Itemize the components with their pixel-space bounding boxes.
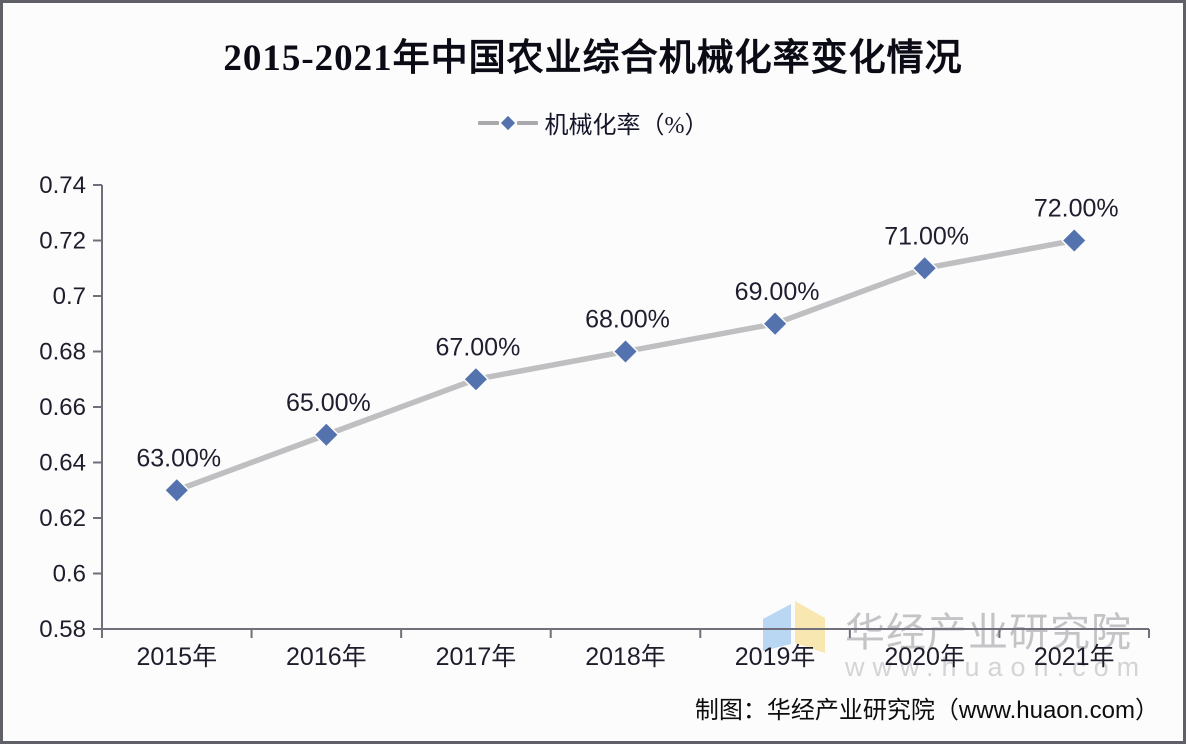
y-tick-label: 0.7 bbox=[53, 283, 86, 310]
data-point-label: 72.00% bbox=[1034, 195, 1119, 223]
chart-title: 2015-2021年中国农业综合机械化率变化情况 bbox=[223, 38, 963, 79]
data-point-label: 67.00% bbox=[436, 333, 521, 361]
data-point-marker bbox=[911, 255, 938, 282]
data-point-marker bbox=[313, 421, 340, 448]
x-axis-label: 2018年 bbox=[585, 643, 666, 671]
x-axis-label: 2015年 bbox=[136, 643, 217, 671]
data-point-label: 68.00% bbox=[585, 306, 670, 334]
data-point-label: 69.00% bbox=[735, 278, 820, 306]
watermark-url: www.huaon.com bbox=[845, 652, 1148, 682]
legend-dash-icon bbox=[516, 120, 538, 125]
data-point-marker bbox=[761, 310, 789, 337]
y-tick-label: 0.72 bbox=[39, 228, 86, 255]
y-tick-label: 0.74 bbox=[39, 172, 86, 199]
y-tick-label: 0.6 bbox=[53, 561, 86, 588]
data-point-marker bbox=[163, 477, 190, 504]
x-axis-label: 2017年 bbox=[436, 643, 517, 671]
line-chart-plot: 0.58 0.6 0.62 0.64 0.66 0.68 0.7 0.72 0.74 2015年 2… bbox=[39, 172, 1150, 671]
x-axis-label: 2016年 bbox=[286, 643, 367, 671]
legend-dash-icon bbox=[477, 120, 499, 125]
x-axis-label: 2021年 bbox=[1034, 643, 1115, 671]
data-point-marker bbox=[1061, 227, 1088, 254]
x-axis-label: 2020年 bbox=[884, 643, 965, 671]
y-tick-label: 0.66 bbox=[39, 394, 86, 421]
x-axis-label: 2019年 bbox=[735, 643, 816, 671]
y-tick-label: 0.68 bbox=[39, 339, 86, 366]
legend: 机械化率（%） bbox=[3, 105, 1183, 140]
legend-line-marker-icon bbox=[477, 115, 538, 130]
data-point-marker bbox=[612, 338, 639, 365]
series-line bbox=[175, 237, 1075, 493]
data-point-label: 65.00% bbox=[286, 389, 371, 417]
y-tick-label: 0.62 bbox=[39, 505, 86, 532]
y-tick-label: 0.64 bbox=[39, 450, 86, 477]
y-tick-label: 0.58 bbox=[39, 616, 86, 643]
watermark-logo-icon bbox=[763, 601, 825, 653]
legend-label: 机械化率（%） bbox=[544, 113, 709, 139]
credit-line: 制图：华经产业研究院（www.huaon.com） bbox=[694, 697, 1159, 724]
watermark-text: 华经产业研究院 bbox=[845, 610, 1132, 655]
data-point-label: 71.00% bbox=[884, 222, 969, 250]
data-point-label: 63.00% bbox=[136, 444, 221, 472]
data-point-marker bbox=[462, 366, 490, 393]
